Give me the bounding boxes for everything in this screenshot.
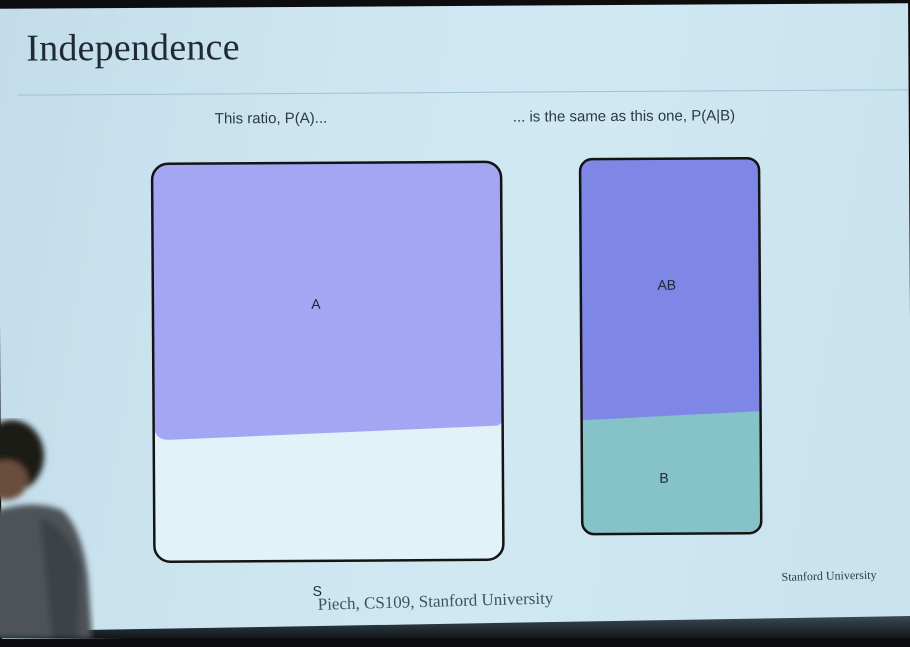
sample-space-outline <box>150 160 505 563</box>
projected-slide: Independence This ratio, P(A)... ... is … <box>0 3 910 639</box>
sample-space-box: A <box>150 160 505 563</box>
event-b-box: AB B <box>578 156 763 536</box>
region-ab-label: AB <box>657 277 676 293</box>
region-a-label: A <box>311 296 321 312</box>
space-s-label: S <box>313 583 322 599</box>
region-ab <box>580 158 761 421</box>
region-a <box>152 161 503 440</box>
event-b-outline <box>578 156 763 536</box>
venn-ratio-diagram: A AB B S <box>150 156 763 599</box>
university-brand: Stanford University <box>781 567 877 584</box>
region-b-label: B <box>659 470 668 486</box>
presenter-silhouette <box>0 420 92 638</box>
